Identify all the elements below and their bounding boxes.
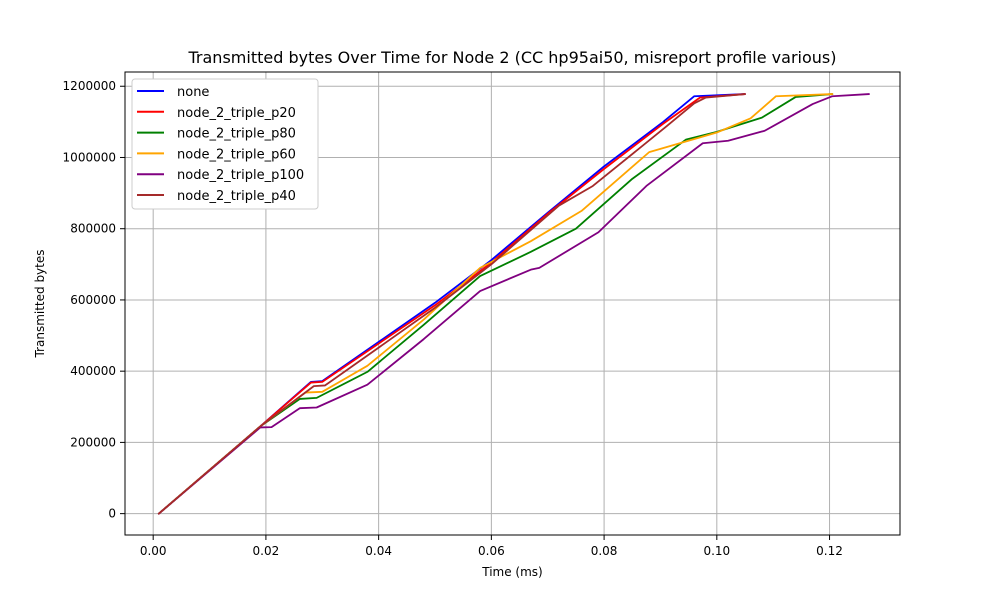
legend-box <box>131 78 319 210</box>
x-axis-label: Time (ms) <box>481 565 543 579</box>
legend-label: node_2_triple_p100 <box>177 168 304 183</box>
x-tick-label: 0.10 <box>703 544 730 558</box>
legend-label: node_2_triple_p80 <box>177 127 296 142</box>
x-tick-label: 0.00 <box>140 544 167 558</box>
y-tick-label: 800000 <box>70 222 116 236</box>
y-tick-label: 200000 <box>70 435 116 449</box>
y-tick-label: 0 <box>108 507 116 521</box>
series-line-node-2-triple-p40 <box>157 93 746 515</box>
grid-layer <box>125 72 900 535</box>
x-tick-label: 0.08 <box>591 544 618 558</box>
plot-layer <box>157 93 870 515</box>
y-tick-label: 600000 <box>70 293 116 307</box>
y-axis-ticks: 0 200000 400000 600000 800000 1000000 1200000 <box>63 79 125 521</box>
legend-label: node_2_triple_p40 <box>177 189 296 204</box>
plot-frame <box>124 71 901 536</box>
legend-label: node_2_triple_p60 <box>177 147 296 162</box>
y-tick-label: 400000 <box>70 364 116 378</box>
y-tick-label: 1000000 <box>63 150 116 164</box>
legend-label: node_2_triple_p20 <box>177 106 296 121</box>
x-tick-label: 0.02 <box>253 544 280 558</box>
series-line-node-2-triple-p80 <box>157 93 834 515</box>
chart-title: Transmitted bytes Over Time for Node 2 (… <box>188 48 837 67</box>
x-axis-ticks: 0.00 0.02 0.04 0.06 0.08 0.10 0.12 <box>140 535 843 558</box>
x-tick-label: 0.04 <box>365 544 392 558</box>
series-line-node-2-triple-p60 <box>157 93 834 515</box>
y-tick-label: 1200000 <box>63 79 116 93</box>
x-tick-label: 0.06 <box>478 544 505 558</box>
series-line-node-2-triple-p100 <box>157 93 870 515</box>
x-tick-label: 0.12 <box>816 544 843 558</box>
legend-label: none <box>177 85 209 100</box>
y-axis-label: Transmitted bytes <box>33 249 47 358</box>
legend: none node_2_triple_p20 node_2_triple_p80no… <box>131 78 319 210</box>
